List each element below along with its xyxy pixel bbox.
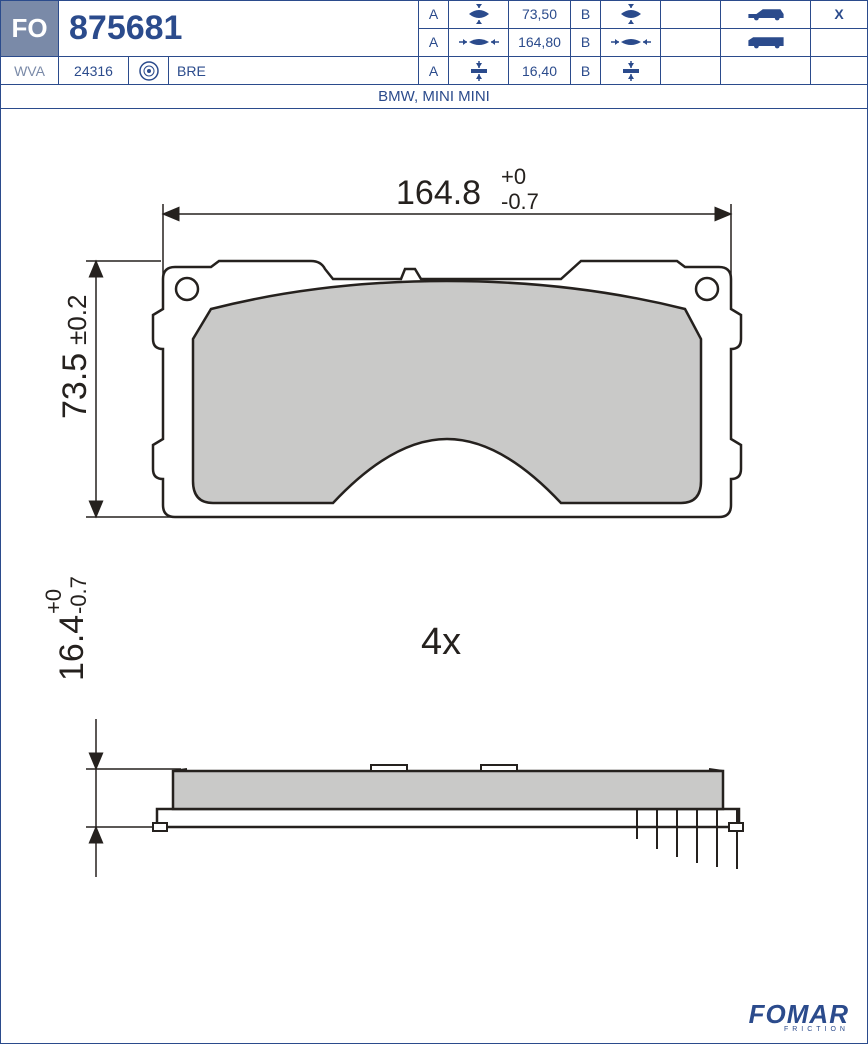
van-icon <box>721 29 811 56</box>
technical-drawing: 164.8 +0 -0.7 73.5 ±0.2 <box>1 109 867 989</box>
spec-a-value-2: 16,40 <box>509 57 571 85</box>
wva-label: WVA <box>1 57 59 84</box>
spec-car-marker-1 <box>811 29 867 56</box>
height-a-icon <box>449 1 509 28</box>
datasheet-frame: FO 875681 A 73,50 B X <box>0 0 868 1044</box>
spec-row-1: A 164,80 B <box>419 29 867 56</box>
spec-b-value-1 <box>661 29 721 56</box>
thick-b-icon <box>601 57 661 85</box>
width-dim-base: 164.8 <box>396 174 481 212</box>
car-icon <box>721 1 811 28</box>
spec-b-value-0 <box>661 1 721 28</box>
height-b-icon <box>601 1 661 28</box>
spec-b-label-1: B <box>571 29 601 56</box>
thick-dim-upper: +0 <box>41 589 66 614</box>
header: FO 875681 A 73,50 B X <box>1 1 867 109</box>
wva-value: 24316 <box>59 57 129 84</box>
thick-dim-lower: -0.7 <box>66 576 91 614</box>
header-row-2: WVA 24316 BRE A 16,40 B <box>1 57 867 85</box>
spec-a-label-0: A <box>419 1 449 28</box>
width-dim-lower: -0.7 <box>501 189 539 214</box>
spec-a-label-1: A <box>419 29 449 56</box>
spec-car-marker-2 <box>811 57 867 85</box>
prefix-cell: FO <box>1 1 59 56</box>
spec-row-2: A 16,40 B <box>419 57 867 85</box>
brand-footer: FOMAR FRICTION <box>749 999 849 1033</box>
spec-table: A 73,50 B X A <box>419 1 867 56</box>
width-dim-upper: +0 <box>501 164 526 189</box>
spec-row-0: A 73,50 B X <box>419 1 867 29</box>
disc-icon <box>129 57 169 84</box>
thick-dim-base: 16.4 <box>53 615 91 681</box>
spec-a-value-0: 73,50 <box>509 1 571 28</box>
header-row-1: FO 875681 A 73,50 B X <box>1 1 867 57</box>
width-a-icon <box>449 29 509 56</box>
vehicle-empty-icon <box>721 57 811 85</box>
part-number: 875681 <box>59 1 419 56</box>
height-dim-base: 73.5 <box>56 353 94 419</box>
spec-a-value-1: 164,80 <box>509 29 571 56</box>
spec-car-marker-0: X <box>811 1 867 28</box>
spec-a-label-2: A <box>419 57 449 85</box>
width-b-icon <box>601 29 661 56</box>
front-view: 164.8 +0 -0.7 73.5 ±0.2 <box>56 164 741 517</box>
height-dim-tol: ±0.2 <box>62 295 92 345</box>
thick-a-icon <box>449 57 509 85</box>
quantity-label: 4x <box>421 621 461 663</box>
spec-b-value-2 <box>661 57 721 85</box>
spec-b-label-0: B <box>571 1 601 28</box>
brand-name: FOMAR <box>749 999 849 1029</box>
bre-label: BRE <box>169 57 419 84</box>
side-view <box>153 765 743 869</box>
compat-row: BMW, MINI MINI <box>1 85 867 109</box>
spec-b-label-2: B <box>571 57 601 85</box>
